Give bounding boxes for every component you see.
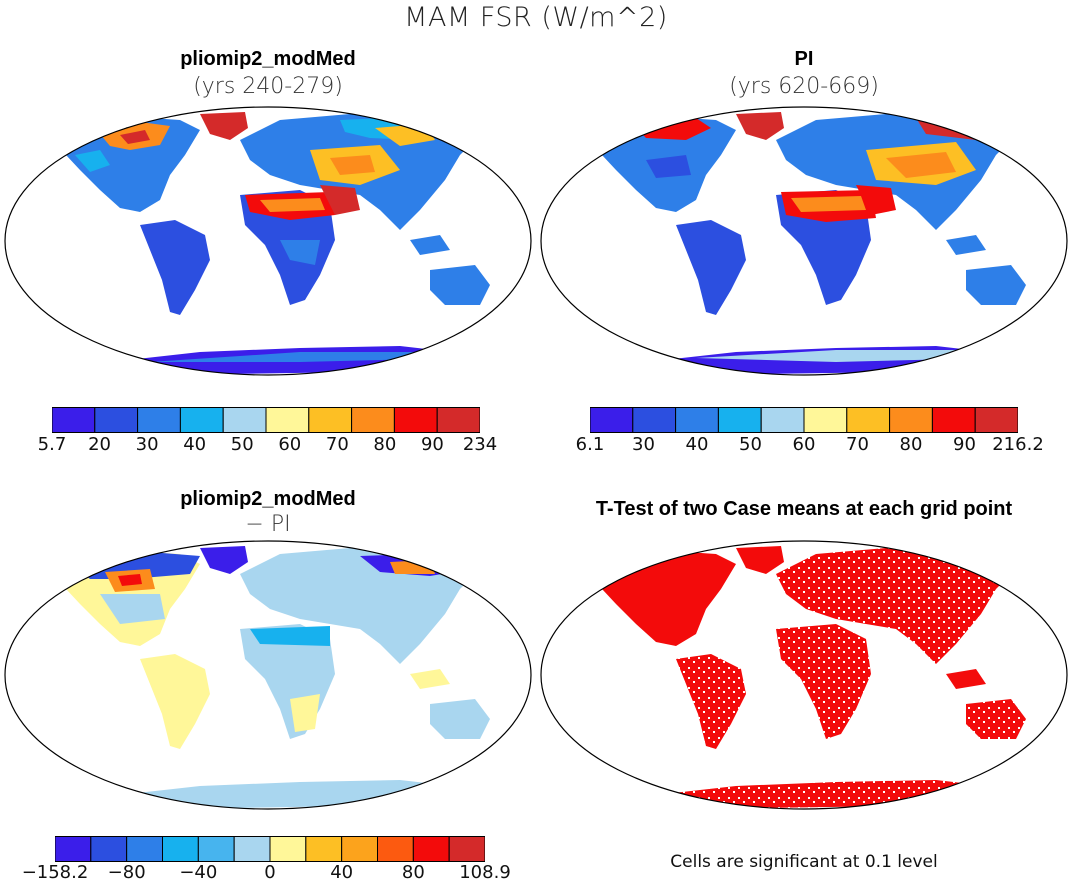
colorbar-swatch (377, 836, 414, 862)
colorbar-swatch (436, 407, 480, 433)
colorbar-labels-top-left: 5.7 20 30 40 50 60 70 80 90 234 (38, 434, 498, 458)
colorbar-swatch (52, 407, 96, 433)
colorbar-swatch (412, 836, 450, 862)
colorbar-tick-label: −80 (107, 862, 146, 883)
colorbar-tick-label: 50 (230, 434, 254, 455)
colorbar-swatch (590, 407, 634, 433)
colorbar-tick-label: −158.2 (21, 862, 89, 883)
colorbar-tick-label: 40 (685, 434, 709, 455)
colorbar-swatch (94, 407, 139, 433)
colorbar-tick-label: 0 (264, 862, 276, 883)
colorbar-swatch (760, 407, 805, 433)
colorbar-swatch (931, 407, 976, 433)
colorbar-swatch (974, 407, 1018, 433)
colorbar-tick-label: 60 (792, 434, 816, 455)
map-bottom-left (0, 534, 536, 816)
colorbar-tick-label: 80 (899, 434, 923, 455)
panel-title-top-right: PI (794, 48, 814, 70)
colorbar-tick-label: 50 (739, 434, 762, 455)
colorbar-swatch (90, 836, 128, 862)
colorbar-swatch (341, 836, 378, 862)
panel-subtitle-top-right: (yrs 620-669) (729, 74, 879, 99)
colorbar-swatch (269, 836, 307, 862)
map-top-left (0, 100, 536, 382)
colorbar-swatch (675, 407, 719, 433)
colorbar-top-left (52, 407, 480, 433)
colorbar-swatch (222, 407, 267, 433)
panel-subtitle-top-left: (yrs 240-279) (193, 74, 343, 99)
colorbar-swatch (803, 407, 848, 433)
colorbar-swatch (305, 836, 343, 862)
colorbar-swatch (448, 836, 485, 862)
colorbar-swatch (137, 407, 181, 433)
significance-note: Cells are significant at 0.1 level (670, 852, 938, 872)
colorbar-bottom-left (55, 836, 485, 862)
colorbar-swatch (308, 407, 353, 433)
colorbar-swatch (126, 836, 163, 862)
north-america (60, 118, 200, 212)
colorbar-swatch (265, 407, 310, 433)
map-bottom-right (536, 534, 1072, 816)
greenland (200, 112, 248, 140)
colorbar-tick-label: −40 (179, 862, 218, 883)
colorbar-tick-label: 70 (846, 434, 869, 455)
colorbar-tick-label: 6.1 (575, 434, 605, 455)
colorbar-tick-label: 216.2 (992, 434, 1044, 455)
south-america (140, 220, 210, 315)
colorbar-tick-label: 90 (953, 434, 976, 455)
colorbar-tick-label: 40 (330, 862, 354, 883)
colorbar-labels-bottom-left: −158.2 −80 −40 0 40 80 108.9 (22, 862, 511, 886)
colorbar-tick-label: 80 (401, 862, 425, 883)
colorbar-swatch (233, 836, 271, 862)
colorbar-swatch (197, 836, 235, 862)
colorbar-swatch (55, 836, 92, 862)
australia (430, 265, 490, 305)
panel-title-bottom-right: T-Test of two Case means at each grid po… (595, 498, 1013, 520)
colorbar-tick-label: 234 (462, 434, 498, 455)
colorbar-swatch (351, 407, 395, 433)
colorbar-swatch (162, 836, 199, 862)
colorbar-tick-label: 30 (135, 434, 159, 455)
panel-subtitle-bottom-left: − PI (245, 512, 291, 537)
figure-title: MAM FSR (W/m^2) (404, 2, 668, 33)
colorbar-tick-label: 80 (373, 434, 397, 455)
colorbar-labels-top-right: 6.1 30 40 50 60 70 80 90 216.2 (576, 434, 1044, 458)
colorbar-swatch (179, 407, 224, 433)
colorbar-swatch (632, 407, 677, 433)
panel-title-top-left: pliomip2_modMed (180, 48, 356, 70)
colorbar-tick-label: 5.7 (37, 434, 67, 455)
colorbar-tick-label: 20 (88, 434, 111, 455)
map-top-right (536, 100, 1072, 382)
colorbar-swatch (889, 407, 933, 433)
colorbar-tick-label: 60 (278, 434, 302, 455)
colorbar-tick-label: 90 (420, 434, 444, 455)
colorbar-tick-label: 108.9 (459, 862, 511, 883)
colorbar-swatch (393, 407, 438, 433)
colorbar-swatch (717, 407, 762, 433)
colorbar-tick-label: 30 (632, 434, 655, 455)
colorbar-top-right (590, 407, 1018, 433)
colorbar-tick-label: 70 (325, 434, 349, 455)
panel-title-bottom-left: pliomip2_modMed (180, 488, 356, 510)
colorbar-tick-label: 40 (183, 434, 207, 455)
colorbar-swatch (846, 407, 891, 433)
